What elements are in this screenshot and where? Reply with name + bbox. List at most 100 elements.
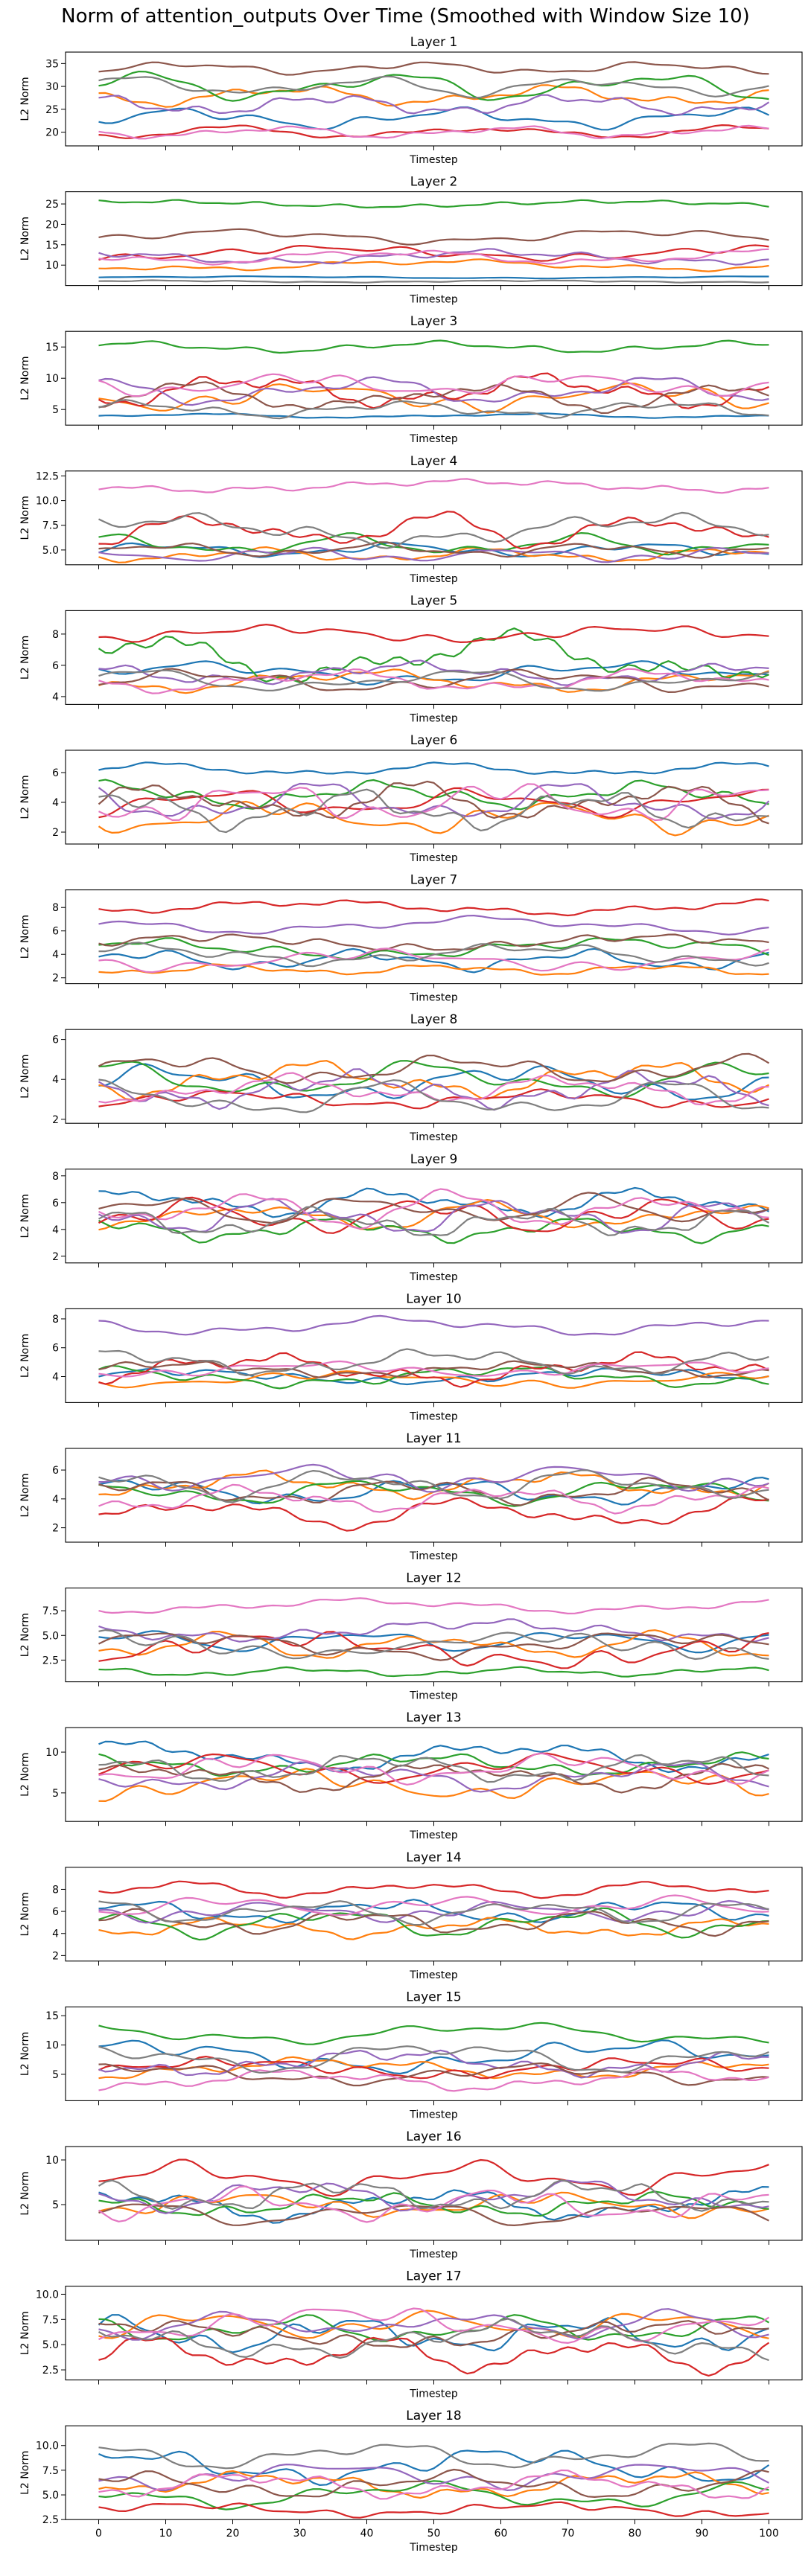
y-tick-label: 15	[45, 240, 59, 252]
series-line-7	[98, 1597, 769, 1614]
panel-6: Layer 6 2 4 6 Timestep L2 Norm	[19, 733, 803, 864]
series-lines	[98, 1880, 769, 1941]
panel-18: Layer 18 0 10 20 30 40 50 60 70 80 90 100 2.5 5.0 7.5 1…	[19, 2409, 803, 2554]
series-line-8	[98, 788, 769, 834]
y-tick-label: 6	[52, 1198, 59, 1209]
panel-9: Layer 9 2 4 6 8 Timestep L2 Norm	[19, 1152, 803, 1283]
series-line-8	[98, 2179, 769, 2212]
series-line-1	[98, 2314, 769, 2353]
y-tick-label: 5	[52, 404, 59, 416]
series-line-4	[98, 787, 769, 819]
series-line-3	[98, 2480, 769, 2511]
series-line-7	[98, 668, 769, 694]
y-tick-label: 5	[52, 2069, 59, 2081]
y-tick-label: 10	[45, 1747, 59, 1759]
series-line-7	[98, 478, 769, 494]
panel-5: Layer 5 4 6 8 Timestep L2 Norm	[19, 593, 803, 724]
x-tick-label: 60	[494, 2528, 508, 2540]
series-line-5	[98, 1463, 769, 1493]
series-line-6	[98, 1632, 769, 1661]
series-line-6	[98, 2468, 769, 2498]
series-line-7	[98, 783, 769, 822]
series-line-1	[98, 1063, 769, 1101]
series-line-5	[98, 782, 770, 819]
panel-14: Layer 14 2 4 6 8 Timestep L2 Norm	[19, 1850, 803, 1981]
series-line-3	[98, 1907, 769, 1941]
x-axis-label: Timestep	[409, 154, 458, 166]
series-line-5	[98, 1761, 769, 1793]
series-line-5	[98, 659, 769, 686]
series-line-7	[98, 1483, 769, 1515]
series-line-2	[98, 84, 769, 108]
y-tick-label: 35	[45, 58, 59, 70]
series-line-1	[98, 275, 769, 280]
y-axis-label: L2 Norm	[19, 357, 31, 400]
panel-title: Layer 10	[406, 1291, 461, 1306]
y-tick-label: 10	[45, 2155, 59, 2167]
y-tick-label: 4	[52, 1928, 59, 1940]
series-line-1	[98, 2449, 770, 2486]
y-tick-label: 8	[52, 1884, 59, 1896]
series-line-4	[98, 244, 769, 262]
y-tick-label: 10	[45, 260, 59, 272]
x-axis-label: Timestep	[409, 294, 458, 306]
series-lines	[98, 61, 770, 140]
y-tick-label: 4	[52, 949, 59, 961]
y-axis-label: L2 Norm	[19, 1892, 31, 1936]
series-line-4	[98, 511, 769, 550]
series-line-7	[98, 2185, 769, 2223]
y-tick-label: 15	[45, 2010, 59, 2022]
y-tick-label: 2	[52, 1114, 59, 1126]
y-tick-label: 7.5	[42, 520, 59, 532]
series-lines	[98, 624, 769, 694]
series-line-3	[98, 199, 769, 208]
panel-title: Layer 5	[410, 593, 458, 608]
series-line-2	[98, 1917, 769, 1940]
series-line-8	[98, 1348, 769, 1376]
y-tick-label: 5	[52, 2199, 59, 2211]
y-tick-label: 2.5	[42, 1655, 59, 1666]
panel-title: Layer 13	[406, 1710, 461, 1725]
x-axis-label: Timestep	[409, 1410, 458, 1422]
y-tick-label: 6	[52, 1465, 59, 1477]
x-tick-label: 10	[159, 2528, 173, 2540]
series-line-2	[98, 2310, 769, 2339]
series-line-8	[98, 669, 769, 692]
panel-title: Layer 9	[410, 1152, 458, 1167]
series-line-4	[98, 124, 769, 139]
x-axis-label: Timestep	[409, 573, 458, 585]
x-tick-label: 0	[95, 2528, 102, 2540]
x-axis-label: Timestep	[409, 852, 458, 864]
panel-title: Layer 8	[410, 1012, 458, 1027]
y-axis-label: L2 Norm	[19, 775, 31, 819]
series-line-3	[98, 1060, 769, 1099]
y-axis-label: L2 Norm	[19, 915, 31, 959]
y-axis-label: L2 Norm	[19, 217, 31, 261]
series-line-1	[98, 761, 769, 775]
panel-title: Layer 17	[406, 2269, 461, 2284]
panel-13: Layer 13 5 10 Timestep L2 Norm	[19, 1710, 803, 1841]
series-line-1	[98, 412, 769, 419]
y-axis-label: L2 Norm	[19, 1334, 31, 1378]
series-line-4	[98, 2336, 770, 2377]
axes-frame	[65, 1029, 803, 1124]
x-axis-label: Timestep	[409, 712, 458, 724]
series-line-6	[98, 541, 769, 559]
series-line-1	[98, 1186, 770, 1218]
y-tick-label: 12.5	[36, 470, 59, 482]
series-line-7	[98, 2469, 770, 2500]
series-line-2	[98, 800, 769, 837]
series-line-3	[98, 1217, 769, 1244]
y-tick-label: 10.0	[36, 496, 59, 508]
y-tick-label: 6	[52, 1906, 59, 1918]
series-line-2	[98, 668, 769, 694]
series-lines	[98, 2158, 769, 2226]
x-tick-label: 20	[226, 2528, 240, 2540]
panel-title: Layer 15	[406, 1989, 461, 2004]
series-line-6	[98, 228, 769, 246]
series-line-6	[98, 1052, 770, 1084]
panel-title: Layer 1	[410, 35, 458, 50]
series-line-8	[98, 75, 769, 99]
x-axis-label: Timestep	[409, 1829, 458, 1841]
